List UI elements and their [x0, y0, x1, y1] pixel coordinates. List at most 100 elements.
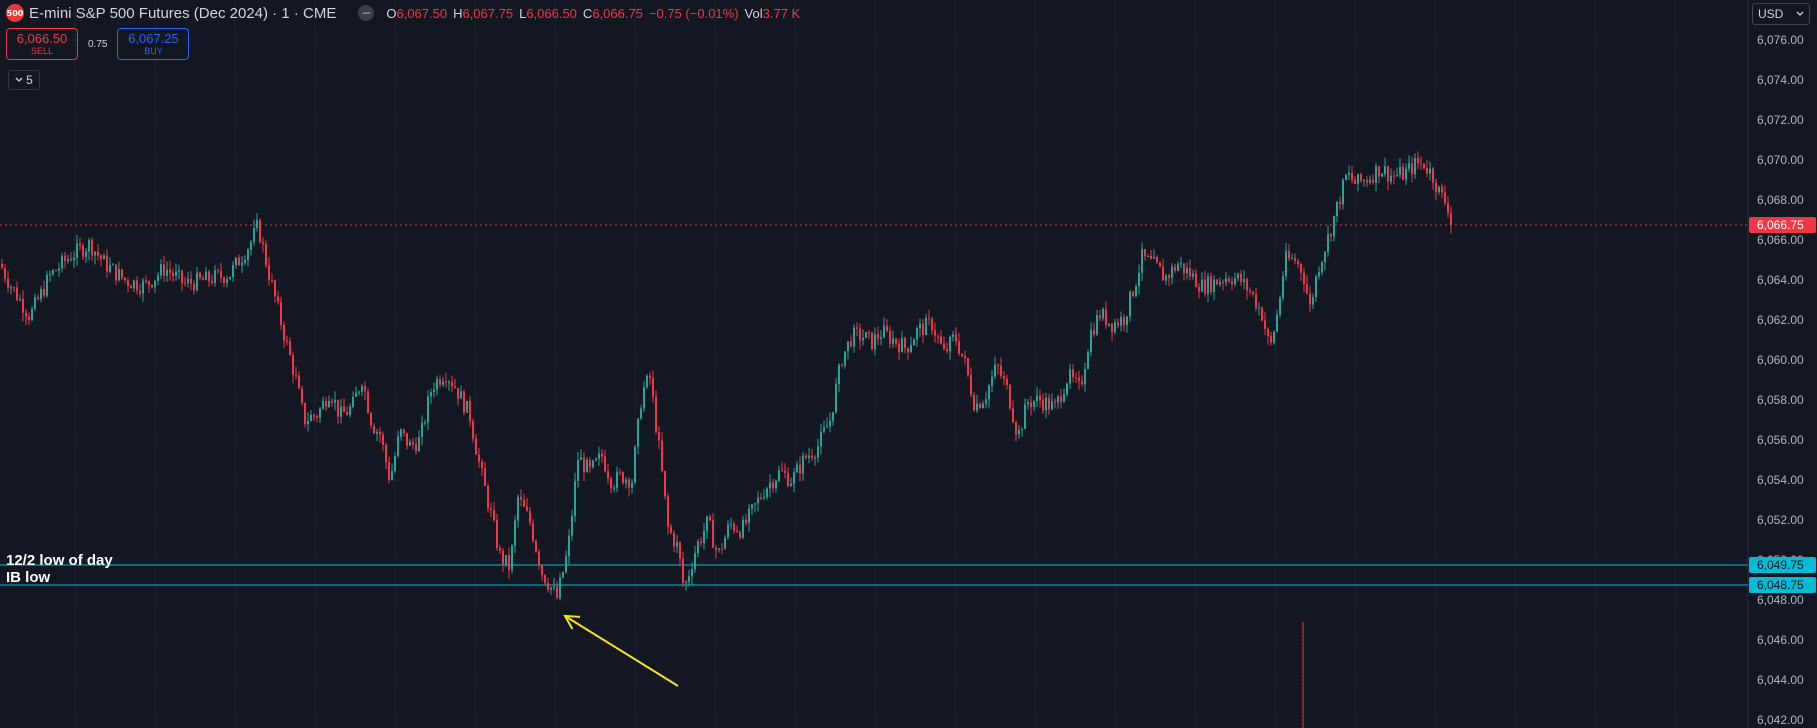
candle-body — [502, 550, 504, 565]
candle-body — [409, 441, 411, 446]
sell-price: 6,066.50 — [16, 31, 68, 46]
candle-body — [316, 416, 318, 418]
indicators-collapse-button[interactable]: 5 — [8, 70, 40, 90]
candle-body — [1096, 315, 1098, 335]
candle-body — [613, 487, 615, 489]
candle-body — [1144, 249, 1146, 257]
candle-body — [190, 278, 192, 284]
candle-body — [562, 572, 564, 578]
candle-body — [874, 334, 876, 350]
candle-body — [355, 392, 357, 397]
candle-body — [13, 287, 15, 289]
currency-select[interactable]: USD — [1752, 3, 1810, 25]
candle-body — [1123, 317, 1125, 325]
candle-body — [901, 338, 903, 353]
hline-price-badge-0: 6,049.75 — [1757, 558, 1804, 572]
candle-body — [1192, 273, 1194, 277]
candle-body — [571, 515, 573, 536]
minus-icon[interactable]: − — [358, 5, 375, 21]
candle-body — [1015, 422, 1017, 435]
candle-body — [1435, 182, 1437, 193]
sell-button[interactable]: 6,066.50 SELL — [6, 28, 78, 60]
candle-body — [439, 378, 441, 385]
candle-body — [247, 249, 249, 260]
candle-body — [904, 338, 906, 348]
candle-body — [607, 471, 609, 479]
candle-body — [949, 336, 951, 352]
candle-body — [1333, 216, 1335, 237]
candle-body — [1231, 281, 1233, 285]
candle-body — [79, 243, 81, 246]
candle-body — [76, 243, 78, 258]
candle-body — [589, 459, 591, 467]
close-value: 6,066.75 — [592, 5, 643, 21]
candle-body — [1381, 173, 1383, 177]
candle-body — [157, 275, 159, 281]
candle-body — [283, 324, 285, 341]
candle-body — [343, 406, 345, 413]
candle-body — [820, 431, 822, 447]
candle-body — [691, 569, 693, 577]
candle-body — [25, 312, 27, 317]
candle-body — [1447, 203, 1449, 213]
candle-body — [106, 255, 108, 272]
candle-body — [1102, 309, 1104, 319]
candle-body — [1057, 396, 1059, 403]
candle-body — [418, 436, 420, 452]
candle-body — [337, 399, 339, 417]
candle-body — [883, 325, 885, 338]
candle-body — [1153, 256, 1155, 259]
candle-body — [1138, 272, 1140, 286]
candle-body — [172, 272, 174, 276]
symbol-title[interactable]: E-mini S&P 500 Futures (Dec 2024) · 1 · … — [29, 4, 337, 22]
candle-body — [154, 280, 156, 288]
price-tick-label: 6,070.00 — [1757, 153, 1804, 167]
candle-body — [1132, 291, 1134, 297]
candle-body — [1432, 168, 1434, 183]
candle-body — [934, 330, 936, 336]
candle-body — [478, 454, 480, 462]
candle-body — [886, 325, 888, 331]
candle-body — [457, 387, 459, 399]
candle-body — [1450, 212, 1452, 225]
candle-body — [1180, 263, 1182, 265]
candle-body — [640, 408, 642, 419]
candle-body — [28, 316, 30, 320]
candle-body — [748, 508, 750, 524]
candle-body — [877, 334, 879, 339]
candle-body — [328, 400, 330, 407]
candle-body — [511, 545, 513, 571]
candle-body — [151, 284, 153, 288]
candle-body — [52, 270, 54, 275]
candle-body — [835, 384, 837, 413]
candle-body — [766, 488, 768, 498]
candle-body — [970, 375, 972, 395]
candle-body — [406, 432, 408, 446]
candle-body — [1393, 175, 1395, 177]
candle-body — [145, 281, 147, 283]
candle-body — [655, 396, 657, 433]
candle-body — [802, 455, 804, 474]
candle-body — [889, 330, 891, 344]
candle-body — [1369, 179, 1371, 183]
candle-body — [958, 341, 960, 354]
candle-body — [199, 272, 201, 278]
candle-body — [946, 349, 948, 352]
candle-body — [1417, 158, 1419, 164]
candle-body — [1165, 275, 1167, 281]
candle-body — [1087, 352, 1089, 370]
candle-body — [619, 471, 621, 473]
candle-body — [991, 376, 993, 386]
candle-body — [1294, 258, 1296, 262]
candle-body — [136, 280, 138, 291]
candle-body — [1273, 331, 1275, 343]
candle-body — [73, 257, 75, 261]
candle-body — [361, 385, 363, 392]
candle-body — [1000, 365, 1002, 377]
candle-body — [1213, 279, 1215, 293]
candle-body — [670, 526, 672, 533]
buy-button[interactable]: 6,067.25 BUY — [117, 28, 190, 60]
candle-body — [661, 440, 663, 471]
